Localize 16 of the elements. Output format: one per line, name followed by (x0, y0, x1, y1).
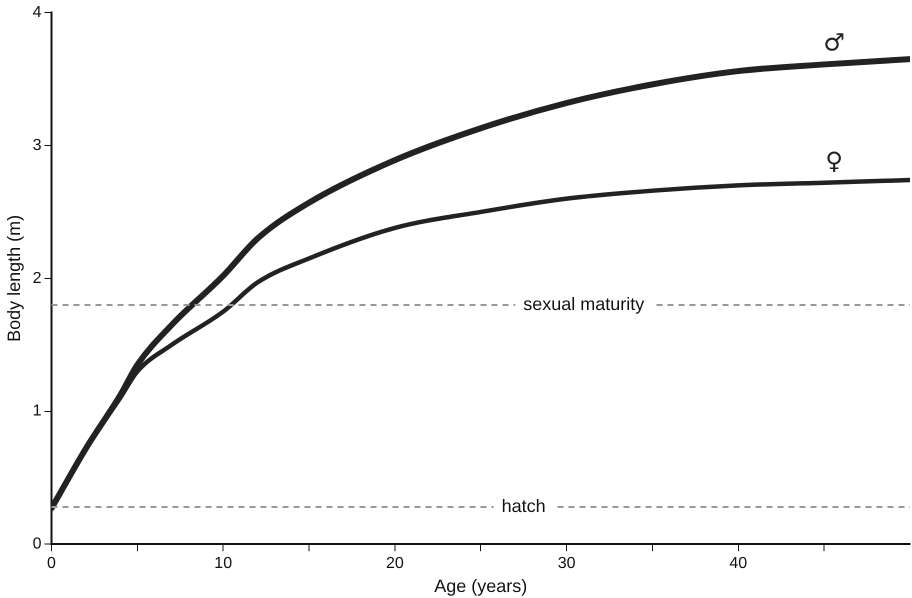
x-tick-label: 20 (386, 555, 404, 572)
x-tick-label: 30 (558, 555, 576, 572)
y-tick-label: 2 (32, 270, 42, 287)
y-tick-label: 1 (32, 402, 42, 420)
x-tick-label: 40 (729, 555, 748, 572)
ref-line-label: sexual maturity (523, 294, 644, 314)
y-axis-title: Body length (m) (4, 214, 24, 342)
x-axis-title: Age (years) (434, 576, 528, 596)
x-tick-label: 0 (47, 555, 56, 572)
ref-line-label: hatch (502, 496, 546, 516)
y-tick-label: 3 (32, 136, 42, 154)
y-tick-label: 4 (32, 4, 42, 22)
series-label: ♂ (823, 28, 845, 57)
series-label: ♀ (825, 146, 843, 175)
x-tick-label: 10 (214, 555, 232, 572)
y-tick-label: 0 (32, 536, 42, 553)
